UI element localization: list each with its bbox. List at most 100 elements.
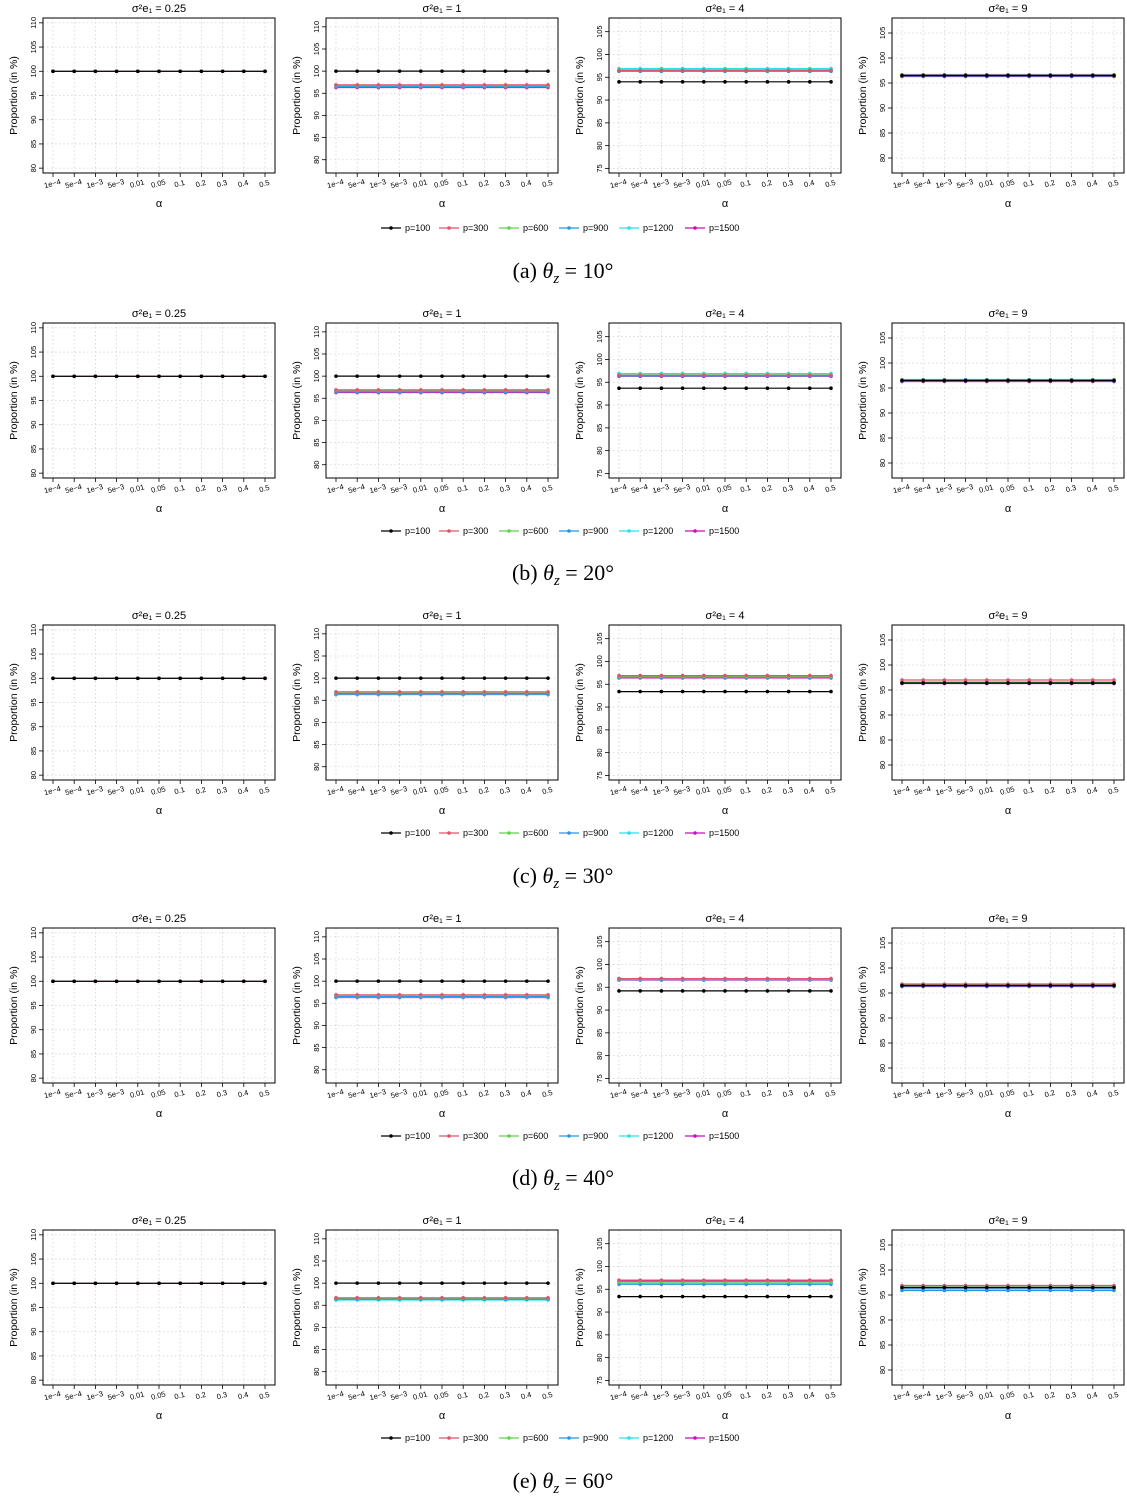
data-point-p=100: [376, 979, 381, 983]
data-point-p=900: [985, 1288, 989, 1293]
y-tick-label: 80: [312, 763, 321, 771]
data-point-p=300: [702, 68, 706, 73]
x-tick-label: 0.5: [541, 785, 553, 796]
y-axis-label: Proportion (in %): [291, 966, 303, 1045]
legend-swatch-point: [507, 1134, 511, 1138]
x-tick-label: 5e−3: [390, 482, 409, 495]
data-point-p=300: [419, 1295, 423, 1300]
x-tick-label: 0.2: [195, 483, 207, 494]
data-point-p=300: [638, 976, 642, 981]
x-tick-label: 0.2: [478, 483, 490, 494]
y-tick-label: 90: [29, 116, 38, 124]
x-tick-label: 0.4: [803, 1390, 815, 1401]
data-point-p=300: [461, 83, 466, 87]
data-point-p=300: [546, 690, 550, 694]
chart-d-1: σ²e₁ = 0.25 80 85 90 95 100 105 110 1e−4 5e−4 1e−3…: [8, 913, 276, 1120]
data-point-p=100: [157, 1281, 161, 1286]
x-tick-label: 1e−4: [43, 1087, 62, 1100]
data-point-p=300: [808, 673, 812, 678]
data-point-p=100: [765, 386, 770, 390]
legend-swatch-point: [693, 1436, 697, 1440]
x-tick-label: 1e−4: [892, 1389, 911, 1402]
data-point-p=100: [461, 69, 466, 73]
x-tick-label: 1e−4: [326, 177, 345, 190]
y-tick-label: 95: [29, 396, 38, 404]
legend-label: p=300: [463, 1131, 488, 1141]
y-tick-label: 80: [595, 748, 604, 756]
y-tick-label: 80: [878, 459, 887, 467]
chart-c-2: σ²e₁ = 1 80 85 90 95 100 105 110 1e−4 5e−4 1e−3 5e−…: [291, 610, 559, 817]
data-point-p=100: [546, 676, 550, 680]
data-point-p=100: [963, 983, 968, 988]
caption-prefix: (e): [513, 1468, 543, 1493]
data-point-p=100: [638, 689, 642, 694]
data-point-p=300: [829, 976, 833, 981]
y-tick-label: 95: [878, 989, 887, 997]
caption-value: = 40°: [560, 1165, 614, 1190]
x-tick-label: 0.3: [1065, 483, 1077, 494]
x-tick-label: 5e−4: [630, 1087, 649, 1100]
data-point-p=100: [1112, 73, 1116, 78]
data-point-p=300: [786, 976, 791, 981]
x-tick-label: 0.3: [216, 1088, 228, 1099]
data-point-p=300: [702, 673, 706, 678]
x-tick-label: 0.5: [258, 1088, 270, 1099]
y-tick-label: 80: [878, 1366, 887, 1374]
x-tick-label: 5e−3: [956, 1087, 975, 1100]
data-point-p=100: [157, 979, 161, 984]
x-tick-label: 0.5: [824, 483, 836, 494]
y-axis-label: Proportion (in %): [857, 361, 869, 440]
x-tick-label: 5e−4: [64, 1087, 83, 1100]
chart-title: σ²e₁ = 9: [989, 610, 1028, 622]
data-point-p=100: [744, 989, 748, 993]
x-tick-label: 5e−3: [956, 1389, 975, 1402]
legend-label: p=1500: [709, 526, 739, 536]
x-tick-label: 1e−3: [934, 482, 953, 495]
data-point-p=300: [659, 373, 664, 378]
data-point-p=300: [376, 388, 381, 392]
x-tick-label: 0.01: [412, 1087, 428, 1099]
legend-label: p=300: [463, 1433, 488, 1443]
data-point-p=100: [659, 80, 664, 84]
y-tick-label: 90: [29, 723, 38, 731]
data-point-p=300: [1027, 678, 1031, 682]
y-tick-label: 95: [878, 79, 887, 87]
y-tick-label: 75: [595, 771, 604, 779]
x-tick-label: 5e−4: [913, 1087, 932, 1100]
legend-label: p=1200: [643, 828, 673, 838]
x-tick-label: 0.4: [520, 178, 532, 189]
x-tick-label: 0.5: [1107, 785, 1119, 796]
legend-label: p=600: [523, 828, 548, 838]
data-point-p=100: [525, 1281, 529, 1285]
data-point-p=100: [786, 1294, 791, 1299]
x-tick-label: 1e−4: [609, 1389, 628, 1402]
chart-title: σ²e₁ = 9: [989, 913, 1028, 925]
x-tick-label: 0.2: [1044, 785, 1056, 796]
data-point-p=100: [744, 689, 748, 694]
y-tick-label: 90: [595, 703, 604, 711]
y-tick-label: 80: [878, 154, 887, 162]
x-tick-label: 0.05: [433, 177, 449, 189]
x-tick-label: 0.01: [978, 482, 994, 494]
y-tick-label: 85: [312, 740, 321, 748]
data-point-p=100: [263, 676, 267, 681]
data-point-p=100: [638, 386, 642, 390]
data-point-p=100: [263, 979, 267, 984]
data-point-p=300: [765, 1278, 770, 1282]
y-tick-label: 75: [595, 164, 604, 172]
y-tick-label: 90: [878, 409, 887, 417]
data-point-p=300: [829, 68, 833, 73]
y-tick-label: 85: [595, 1029, 604, 1037]
data-point-p=100: [525, 676, 529, 680]
y-tick-label: 80: [595, 1353, 604, 1361]
data-point-p=100: [51, 676, 55, 681]
data-point-p=100: [157, 374, 161, 379]
data-point-p=100: [546, 1281, 550, 1285]
data-point-p=300: [765, 673, 770, 678]
data-point-p=300: [680, 68, 685, 73]
data-point-p=100: [744, 80, 748, 84]
x-tick-label: 0.05: [716, 1087, 732, 1099]
x-tick-label: 0.2: [761, 1390, 773, 1401]
x-axis-label: α: [722, 1108, 729, 1120]
chart-e-1: σ²e₁ = 0.25 80 85 90 95 100 105 110 1e−4 5e−4 1e−3…: [8, 1215, 276, 1422]
